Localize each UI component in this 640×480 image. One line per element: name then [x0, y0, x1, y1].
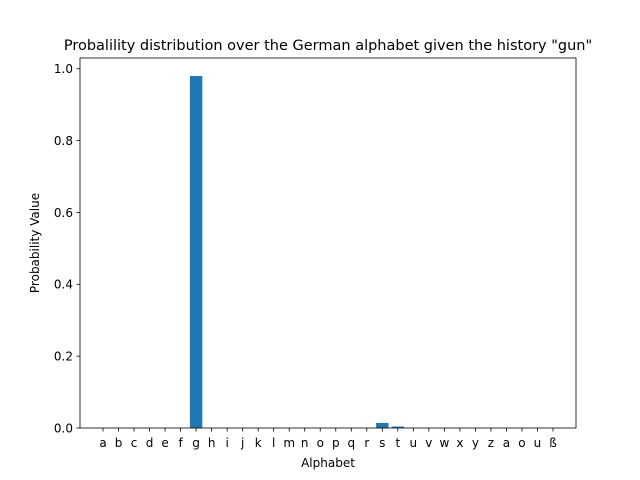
y-axis-ticks: 0.0 0.2 0.4 0.6 0.8 1.0 — [54, 62, 80, 435]
x-tick-label-11: l — [272, 436, 275, 450]
x-tick-label-8: i — [225, 436, 228, 450]
bars-group — [189, 75, 405, 429]
y-axis-label: Probability Value — [28, 193, 42, 293]
x-tick-label-14: o — [317, 436, 324, 450]
y-tick-label-3: 0.6 — [54, 206, 73, 220]
bar-19 — [391, 426, 405, 428]
x-tick-label-9: j — [240, 436, 244, 450]
x-tick-label-24: y — [472, 436, 479, 450]
x-axis-label: Alphabet — [301, 456, 355, 470]
y-tick-label-1: 0.2 — [54, 349, 73, 363]
x-tick-label-28: u — [534, 436, 542, 450]
y-tick-label-2: 0.4 — [54, 278, 73, 292]
x-tick-label-7: h — [208, 436, 216, 450]
x-tick-label-25: z — [488, 436, 494, 450]
x-tick-label-1: b — [115, 436, 123, 450]
y-tick-label-4: 0.8 — [54, 134, 73, 148]
bar-18 — [376, 422, 389, 428]
x-tick-label-3: d — [146, 436, 154, 450]
x-tick-label-26: a — [503, 436, 510, 450]
chart-title: Probalility distribution over the German… — [64, 38, 592, 54]
y-tick-label-0: 0.0 — [54, 421, 73, 435]
x-tick-label-21: v — [425, 436, 432, 450]
x-tick-label-27: o — [518, 436, 525, 450]
x-tick-label-19: t — [395, 436, 400, 450]
x-tick-label-10: k — [255, 436, 262, 450]
x-tick-label-6: g — [192, 436, 200, 450]
x-tick-label-23: x — [456, 436, 463, 450]
x-tick-label-4: e — [161, 436, 168, 450]
x-tick-label-13: n — [301, 436, 309, 450]
x-tick-label-22: w — [439, 436, 449, 450]
x-tick-label-0: a — [99, 436, 106, 450]
x-tick-label-29: ß — [549, 436, 557, 450]
plot-frame — [79, 57, 577, 429]
x-tick-label-5: f — [178, 436, 183, 450]
x-tick-label-20: u — [410, 436, 418, 450]
bar-6 — [189, 75, 203, 429]
x-tick-label-18: s — [379, 436, 385, 450]
y-tick-label-5: 1.0 — [54, 62, 73, 76]
x-tick-label-17: r — [364, 436, 369, 450]
x-tick-label-16: q — [347, 436, 355, 450]
x-tick-label-12: m — [283, 436, 295, 450]
x-tick-label-2: c — [131, 436, 138, 450]
x-tick-label-15: p — [332, 436, 340, 450]
